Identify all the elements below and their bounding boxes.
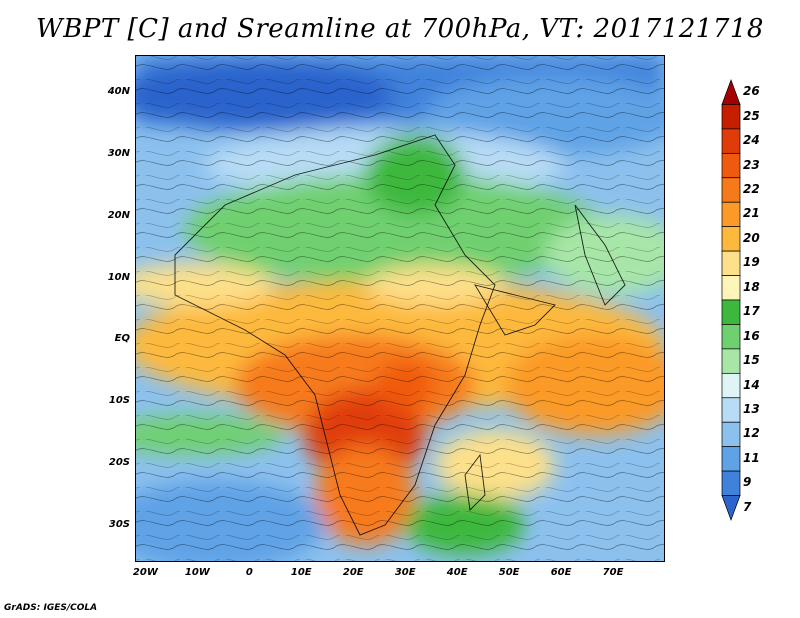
colorbar-swatch [721,299,741,325]
lat-label: 10S [108,395,130,407]
colorbar-label: 26 [743,84,760,99]
colorbar-swatch [721,324,741,350]
colorbar-label: 21 [743,206,760,221]
coastlines [174,134,626,536]
colorbar-label: 12 [743,426,760,441]
colorbar-swatch [721,495,741,522]
colorbar-swatch [721,201,741,228]
colorbar-label: 24 [743,133,760,148]
colorbar-swatch [721,446,741,472]
colorbar-label: 25 [743,108,760,123]
lon-label: 20W [132,567,158,578]
lon-label: 70E [602,567,624,578]
lon-label: 60E [550,567,572,578]
lon-label: 0 [245,567,253,578]
map-title: WBPT [C] and Sreamline at 700hPa, VT: 20… [36,14,764,44]
lat-label: 30S [108,518,130,530]
map-panel [135,55,665,562]
grads-credit: GrADS: IGES/COLA [4,603,98,613]
colorbar-label: 19 [743,255,760,270]
colorbar-label: 18 [743,279,760,294]
colorbar-swatch [721,177,741,203]
colorbar-label: 15 [743,353,760,368]
lat-label: 10N [107,271,130,283]
colorbar-label: 7 [743,499,752,514]
colorbar-swatch [721,275,741,301]
colorbar-label: 16 [743,328,760,343]
colorbar-label: 22 [743,182,760,196]
colorbar-label: 20 [743,230,760,245]
colorbar-swatch [721,372,741,399]
lat-label: 20N [107,209,130,221]
lon-label: 50E [498,567,520,578]
colorbar-label: 11 [743,450,760,465]
colorbar-swatch [721,226,741,252]
colorbar [721,78,741,522]
streamlines [135,55,665,562]
colorbar-swatch [721,78,741,105]
colorbar-label: 23 [743,157,760,172]
lat-label: 40N [107,86,130,98]
colorbar-swatch [721,250,741,276]
colorbar-swatch [721,397,741,423]
lat-label: 20S [108,457,130,469]
colorbar-label: 9 [743,475,752,490]
map-border [135,55,665,562]
colorbar-label: 17 [743,304,760,319]
lat-label: 30N [107,147,130,159]
lon-label: 30E [394,567,416,578]
lon-label: 40E [446,567,468,578]
lon-label: 10E [290,567,312,578]
colorbar-swatch [721,470,741,496]
lat-label: EQ [114,333,130,345]
colorbar-label: 13 [743,402,760,416]
colorbar-swatch [721,104,741,130]
lon-label: 20E [342,567,364,578]
colorbar-swatch [721,128,741,154]
lon-label: 10W [184,567,210,578]
colorbar-swatch [721,152,741,179]
colorbar-swatch [721,348,741,374]
map-canvas [135,55,665,562]
colorbar-label: 14 [743,377,760,392]
colorbar-swatch [721,421,741,448]
